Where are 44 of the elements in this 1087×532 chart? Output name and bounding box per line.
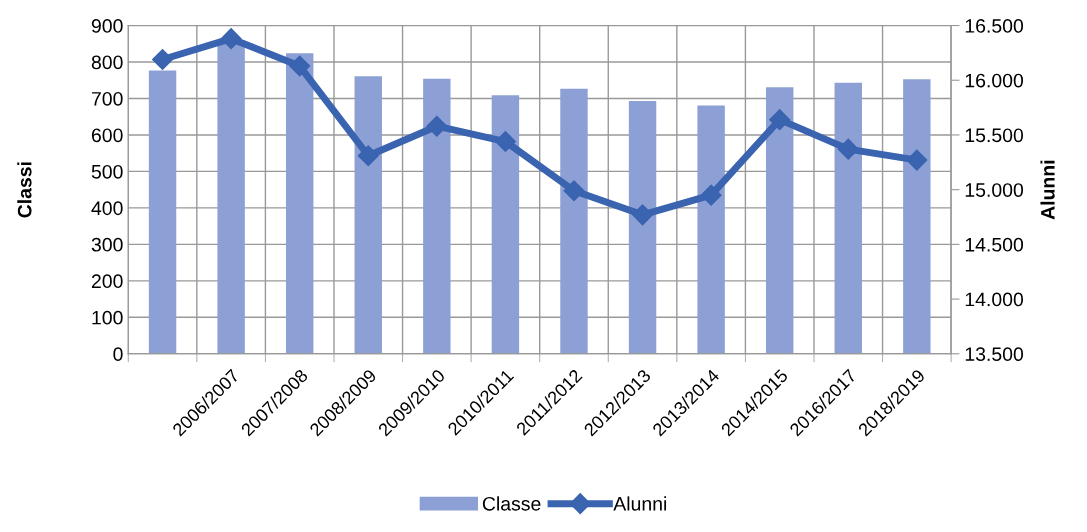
point — [289, 55, 311, 77]
y-tick-label: 500 — [91, 164, 123, 179]
legend-label: Classe — [482, 496, 541, 511]
point — [700, 184, 722, 206]
bar — [697, 105, 725, 354]
legend-label: Alunni — [613, 496, 667, 511]
bar — [628, 101, 657, 354]
y-tick-label: 100 — [92, 310, 123, 325]
y-axis-title: Classi — [17, 162, 32, 218]
y2-tick-label: 16.000 — [965, 73, 1024, 88]
y2-tick-label: 14.000 — [965, 292, 1024, 307]
bar — [491, 95, 520, 354]
point — [152, 48, 174, 70]
point — [426, 115, 448, 137]
y2-tick-label: 16.500 — [965, 19, 1024, 33]
y-tick-label: 200 — [91, 274, 123, 289]
point — [494, 130, 516, 153]
point — [563, 180, 585, 202]
point — [769, 109, 791, 131]
y2-axis-title: Alunni — [1040, 160, 1055, 220]
bar — [354, 76, 382, 354]
point — [906, 149, 928, 171]
point — [837, 138, 859, 160]
y-tick-label: 400 — [91, 201, 123, 216]
bar — [560, 88, 588, 354]
y-tick-label: 700 — [91, 91, 123, 106]
y-tick-label: 600 — [91, 128, 123, 143]
bar — [285, 53, 314, 354]
y2-tick-label: 15.500 — [965, 128, 1024, 143]
y-tick-label: 0 — [113, 347, 123, 362]
y2-tick-label: 15.000 — [965, 183, 1024, 197]
bar — [765, 87, 794, 354]
bar — [903, 79, 931, 354]
y-tick-label: 300 — [91, 237, 123, 252]
y2-tick-label: 14.500 — [965, 237, 1024, 252]
y-tick-label: 900 — [91, 19, 123, 33]
y-tick-label: 800 — [91, 55, 123, 70]
point — [357, 145, 379, 167]
bar — [834, 82, 862, 354]
point — [632, 204, 654, 226]
point — [220, 28, 242, 50]
y2-tick-label: 13.500 — [965, 347, 1024, 362]
bar — [148, 70, 177, 354]
bar — [423, 78, 451, 354]
